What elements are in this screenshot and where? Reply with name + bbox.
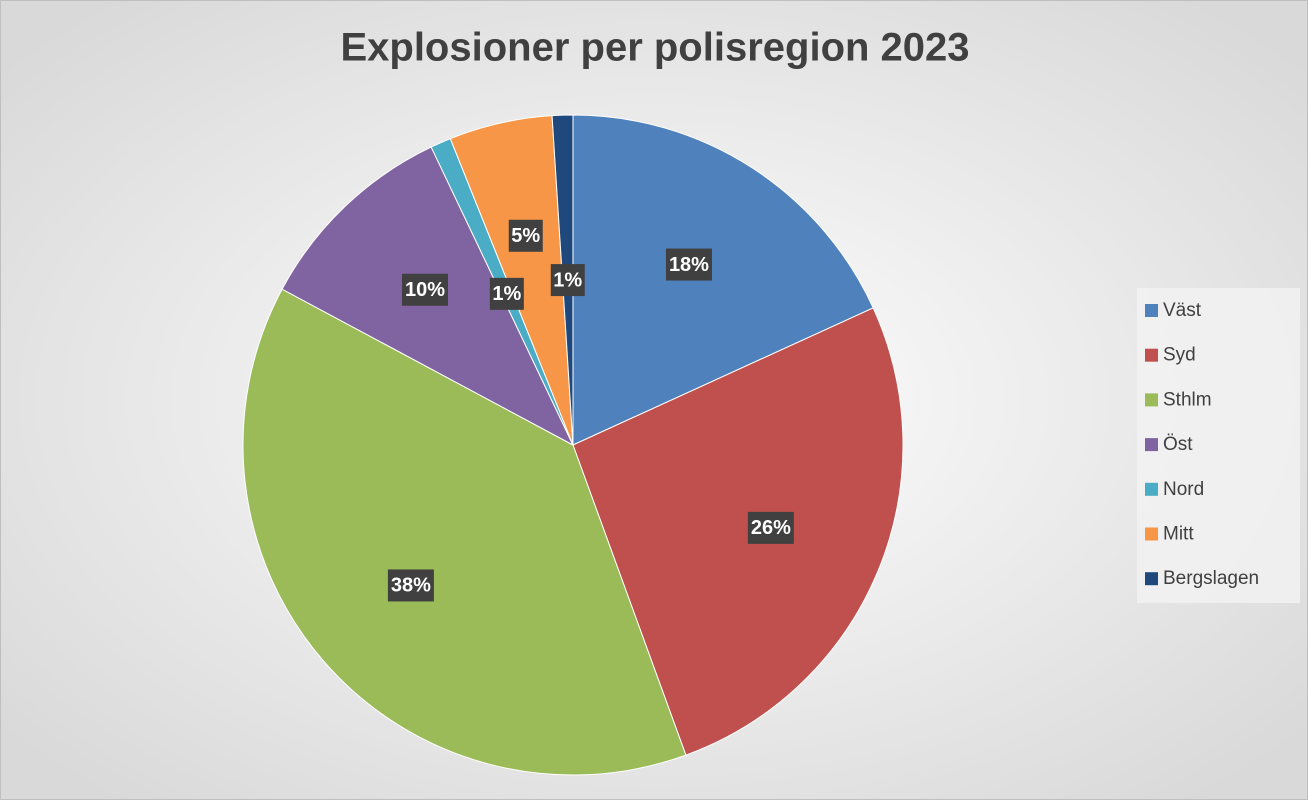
legend-label: Väst [1163,300,1202,321]
legend-label: Öst [1163,434,1193,455]
legend-swatch [1145,348,1158,362]
data-label: 18% [669,254,709,276]
legend-label: Sthlm [1163,389,1212,410]
data-label: 10% [405,279,445,301]
data-label: 1% [553,269,582,291]
data-label: 5% [511,225,540,247]
legend-swatch [1145,572,1158,586]
legend-swatch [1145,527,1158,541]
data-label: 1% [492,283,521,305]
data-label-box [550,264,585,297]
legend-label: Mitt [1163,524,1194,545]
data-label-box [489,277,524,310]
data-label-box [508,219,543,252]
legend-label: Bergslagen [1163,568,1259,589]
legend-swatch [1145,482,1158,496]
data-label: 26% [751,517,791,539]
data-label-box [401,273,448,306]
chart-title: Explosioner per polisregion 2023 [340,26,969,70]
legend-swatch [1145,438,1158,452]
pie-slice [572,114,874,446]
data-label-box [665,248,712,281]
legend-swatch [1145,393,1158,407]
legend-label: Syd [1163,345,1196,366]
legend-box [1137,288,1300,603]
legend-label: Nord [1163,479,1204,500]
data-label: 38% [391,575,431,597]
data-label-box [747,511,794,544]
pie-slice [572,307,904,756]
pie-slice [242,288,687,776]
data-label-box [387,569,434,602]
legend-swatch [1145,304,1158,317]
